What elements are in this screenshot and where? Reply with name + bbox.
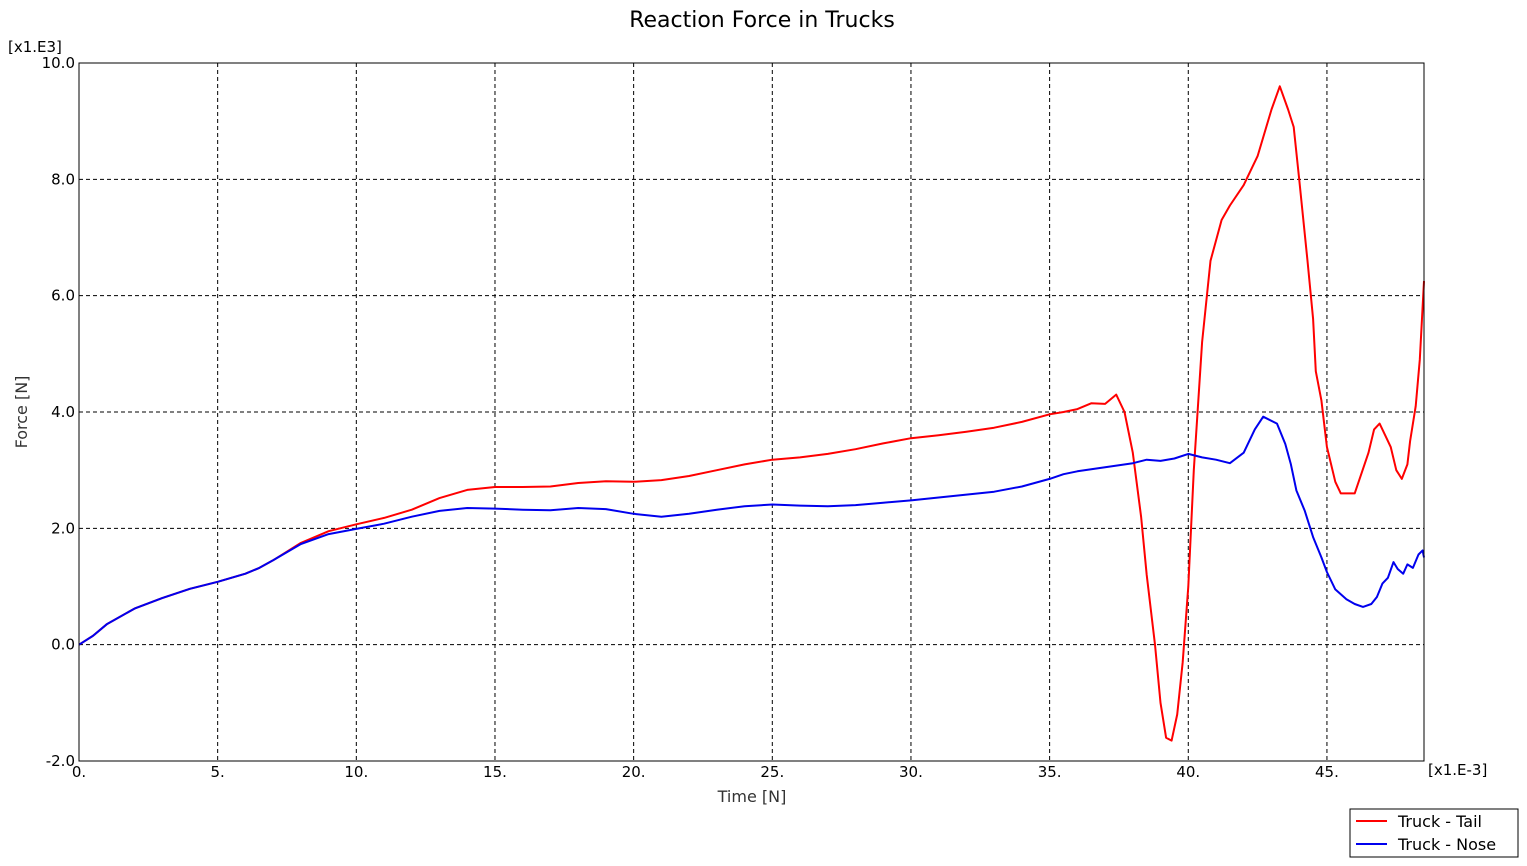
chart-title: Reaction Force in Trucks: [629, 8, 895, 33]
y-tick-label: -2.0: [46, 752, 75, 770]
y-tick-label: 2.0: [51, 519, 75, 537]
series-line-truck-nose: [78, 415, 1425, 646]
y-tick-label: 6.0: [51, 287, 75, 305]
x-tick-label: 30.: [899, 763, 923, 781]
x-multiplier-label: [x1.E-3]: [1428, 761, 1487, 779]
series-line-truck-tail: [78, 85, 1425, 742]
x-tick-label: 20.: [622, 763, 646, 781]
plot-frame: [78, 62, 1425, 762]
x-tick-label: 10.: [344, 763, 368, 781]
y-tick-label: 4.0: [51, 403, 75, 421]
series-lines: [78, 85, 1425, 742]
legend-box: [1349, 808, 1519, 858]
y-multiplier-label: [x1.E3]: [8, 38, 62, 56]
y-tick-label: 8.0: [51, 170, 75, 188]
x-tick-label: 15.: [483, 763, 507, 781]
x-tick-label: 0.: [72, 763, 86, 781]
legend: Truck - Tail Truck - Nose: [1349, 808, 1519, 858]
y-tick-label: 0.0: [51, 636, 75, 654]
x-tick-label: 5.: [211, 763, 225, 781]
x-tick-label: 40.: [1176, 763, 1200, 781]
x-tick-label: 45.: [1315, 763, 1339, 781]
y-axis-label: Force [N]: [12, 376, 31, 449]
x-tick-label: 35.: [1038, 763, 1062, 781]
x-tick-label: 25.: [760, 763, 784, 781]
legend-label-nose: Truck - Nose: [1397, 835, 1496, 854]
legend-label-tail: Truck - Tail: [1397, 812, 1482, 831]
grid-lines: [79, 63, 1424, 761]
y-tick-label: 10.0: [42, 54, 75, 72]
tick-labels: 0. 5. 10. 15. 20. 25. 30. 35. 40. 45. -2.0 0.0 2.0 4.…: [42, 54, 1339, 781]
x-axis-label: Time [N]: [717, 787, 787, 806]
